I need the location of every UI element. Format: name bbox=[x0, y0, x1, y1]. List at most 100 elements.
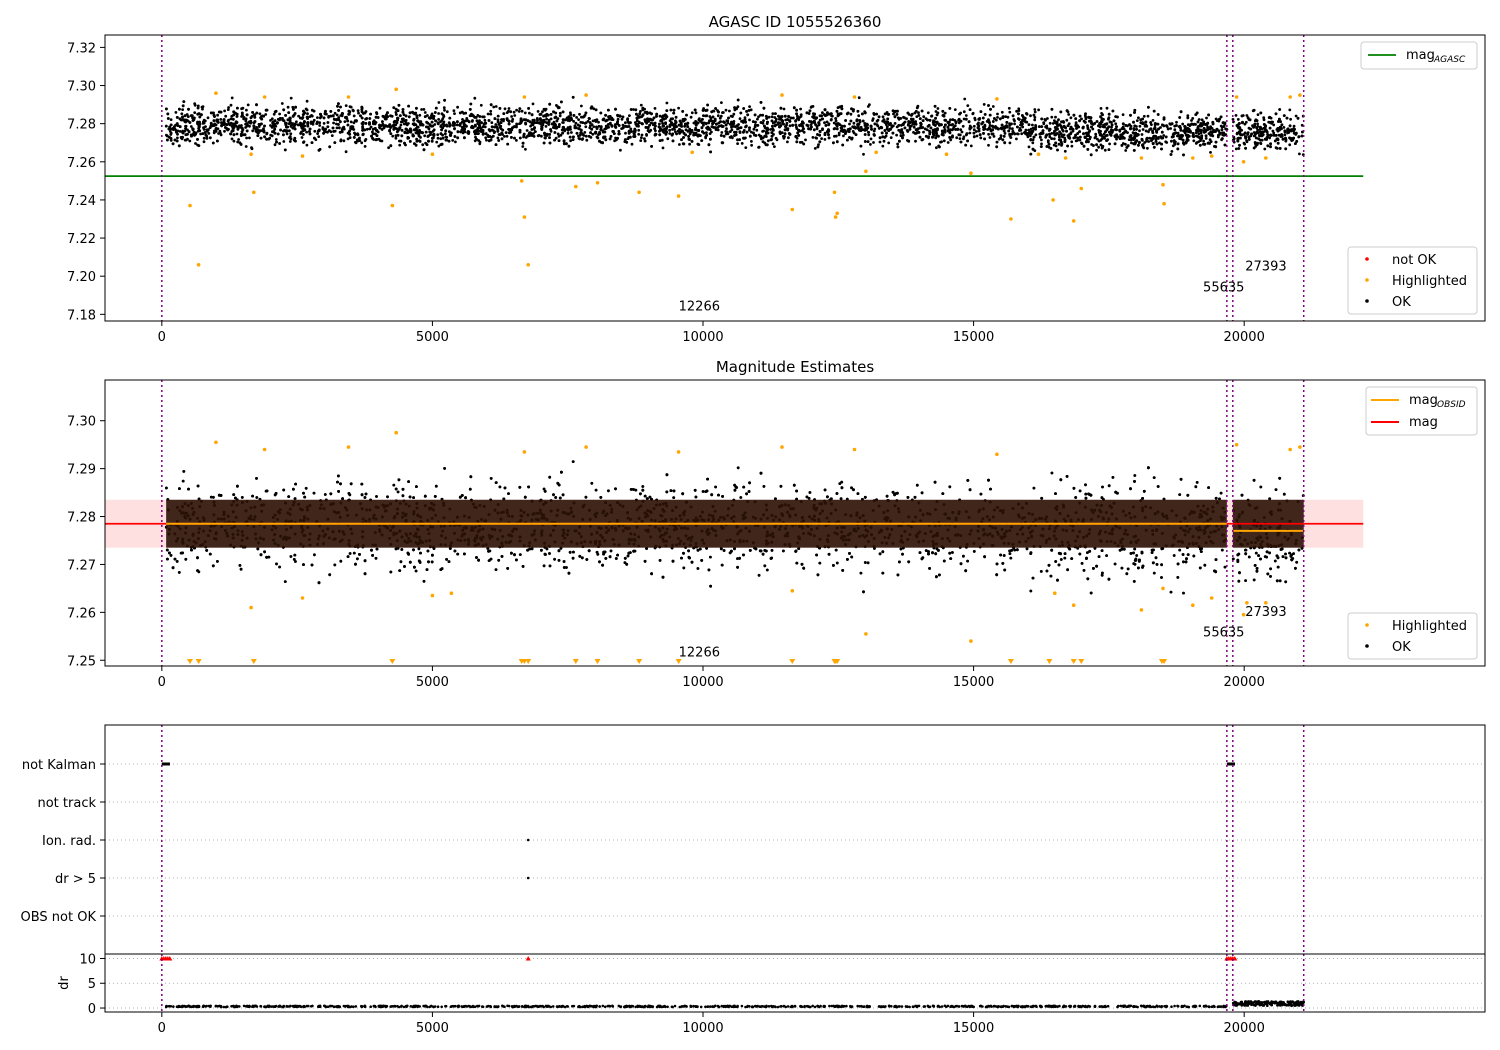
agasc-ok-point bbox=[569, 139, 572, 143]
agasc-ok-point bbox=[1045, 145, 1049, 148]
agasc-ok-point bbox=[913, 111, 917, 115]
agasc-ok-point bbox=[552, 110, 555, 114]
agasc-ok-point bbox=[445, 124, 449, 128]
agasc-ok-point bbox=[408, 140, 412, 143]
agasc-ok-point bbox=[523, 111, 527, 115]
agasc-ok-point bbox=[614, 107, 617, 111]
agasc-ok-point bbox=[235, 115, 239, 118]
agasc-ok-point bbox=[1085, 131, 1088, 135]
agasc-ok-point bbox=[322, 122, 326, 125]
agasc-ok-point bbox=[1245, 114, 1249, 117]
agasc-ok-point bbox=[889, 136, 893, 140]
agasc-ok-point bbox=[429, 124, 433, 128]
agasc-ok-point bbox=[296, 123, 300, 127]
agasc-ok-point bbox=[496, 118, 500, 122]
agasc-ok-point bbox=[1043, 118, 1047, 121]
agasc-ok-point bbox=[948, 136, 952, 139]
agasc-ok-point bbox=[892, 112, 895, 116]
agasc-ok-point bbox=[696, 134, 700, 138]
agasc-ok-point bbox=[608, 137, 612, 141]
agasc-ok-point bbox=[964, 114, 968, 117]
agasc-ok-point bbox=[861, 112, 864, 116]
agasc-ok-point bbox=[363, 128, 367, 132]
agasc-ok-point bbox=[1090, 125, 1093, 129]
agasc-ok-point bbox=[1238, 143, 1241, 147]
agasc-ok-point bbox=[239, 143, 243, 146]
agasc-ok-point bbox=[230, 125, 234, 128]
agasc-ok-point bbox=[226, 108, 230, 111]
agasc-ok-point bbox=[721, 111, 724, 114]
agasc-ok-point bbox=[1107, 117, 1110, 121]
agasc-ok-point bbox=[223, 109, 227, 113]
agasc-ok-point bbox=[964, 117, 968, 121]
agasc-ok-point bbox=[802, 130, 806, 134]
agasc-ok-point bbox=[1053, 119, 1056, 122]
agasc-ok-point bbox=[1050, 137, 1054, 141]
agasc-ok-point bbox=[917, 131, 921, 134]
agasc-ok-point bbox=[1053, 126, 1057, 129]
agasc-ok-point bbox=[1063, 140, 1067, 144]
agasc-ok-point bbox=[811, 105, 815, 108]
agasc-ok-point bbox=[1140, 133, 1144, 136]
agasc-ok-point bbox=[368, 122, 371, 126]
agasc-ok-point bbox=[244, 145, 248, 148]
agasc-ok-point bbox=[1110, 131, 1114, 134]
agasc-ok-point bbox=[420, 108, 423, 111]
agasc-ok-point bbox=[744, 146, 748, 150]
agasc-ok-point bbox=[807, 127, 810, 131]
agasc-ok-point bbox=[1195, 111, 1199, 115]
agasc-ok-point bbox=[653, 127, 657, 130]
agasc-ok-point bbox=[557, 134, 561, 138]
agasc-ok-point bbox=[1095, 148, 1098, 152]
agasc-ok-point bbox=[604, 124, 608, 128]
agasc-ok-point bbox=[619, 148, 622, 152]
agasc-ok-point bbox=[604, 138, 608, 142]
agasc-ok-point bbox=[343, 120, 347, 123]
agasc-ok-point bbox=[1185, 140, 1188, 144]
agasc-ok-point bbox=[763, 141, 767, 145]
agasc-ok-point bbox=[771, 112, 775, 115]
agasc-ok-point bbox=[1040, 117, 1044, 121]
agasc-ok-point bbox=[394, 111, 398, 114]
agasc-ok-point bbox=[310, 114, 314, 118]
agasc-ok-point bbox=[694, 120, 698, 124]
agasc-ok-point bbox=[288, 116, 292, 120]
agasc-ok-point bbox=[586, 119, 590, 123]
agasc-ok-point bbox=[896, 145, 900, 149]
agasc-ok-point bbox=[439, 120, 442, 124]
agasc-ok-point bbox=[251, 111, 255, 114]
agasc-ok-point bbox=[481, 129, 485, 132]
agasc-ok-point bbox=[231, 127, 235, 131]
agasc-ok-point bbox=[584, 134, 588, 138]
agasc-ok-point bbox=[738, 117, 742, 121]
agasc-ok-point bbox=[230, 114, 234, 118]
agasc-ok-point bbox=[628, 114, 631, 117]
agasc-ok-point bbox=[219, 110, 223, 114]
agasc-ok-point bbox=[280, 102, 284, 105]
agasc-ok-point bbox=[525, 129, 529, 132]
agasc-ok-point bbox=[347, 112, 351, 116]
agasc-ok-point bbox=[712, 109, 716, 113]
agasc-ok-point bbox=[1147, 130, 1150, 134]
agasc-ok-point bbox=[1069, 116, 1073, 120]
agasc-ok-point bbox=[1142, 114, 1146, 118]
agasc-ok-point bbox=[186, 115, 190, 118]
agasc-ok-point bbox=[1150, 137, 1154, 141]
agasc-ok-point bbox=[759, 135, 763, 138]
agasc-ok-point bbox=[1033, 116, 1037, 119]
agasc-ok-point bbox=[245, 113, 249, 117]
agasc-ok-point bbox=[396, 116, 399, 120]
agasc-ok-point bbox=[501, 133, 504, 136]
agasc-ok-point bbox=[881, 135, 885, 139]
agasc-ok-point bbox=[756, 117, 759, 121]
agasc-ok-point bbox=[927, 123, 931, 127]
agasc-ok-point bbox=[1051, 122, 1055, 125]
agasc-ok-point bbox=[403, 141, 406, 145]
agasc-ok-point bbox=[505, 134, 509, 138]
agasc-ok-point bbox=[743, 116, 747, 120]
agasc-ok-point bbox=[317, 135, 321, 139]
agasc-ok-point bbox=[177, 144, 181, 148]
agasc-ok-point bbox=[493, 125, 497, 129]
agasc-ok-point bbox=[294, 105, 297, 109]
